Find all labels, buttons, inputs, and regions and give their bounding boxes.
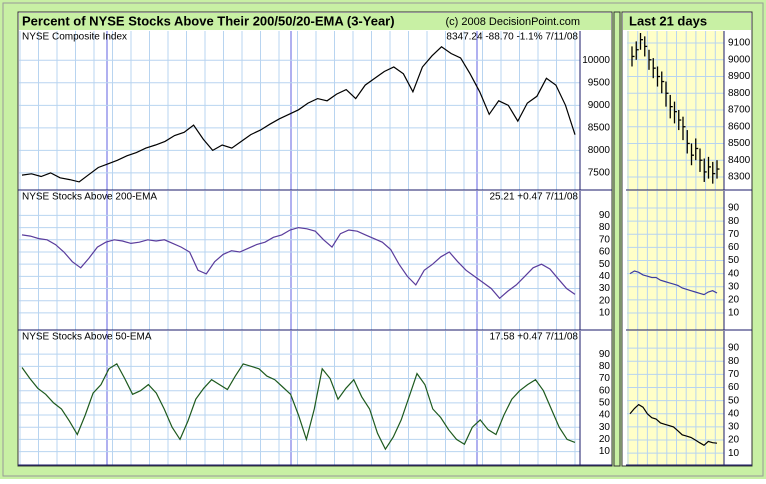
y-tick-label: 30 — [728, 422, 740, 433]
y-tick-label: 7500 — [588, 168, 611, 179]
credit: (c) 2008 DecisionPoint.com — [445, 16, 580, 28]
data-line — [629, 270, 718, 296]
y-tick-label: 10 — [599, 308, 611, 319]
y-tick-label: 40 — [728, 408, 740, 419]
y-tick-label: 9500 — [588, 77, 611, 88]
y-tick-label: 10 — [599, 446, 611, 457]
y-tick-label: 20 — [599, 434, 611, 445]
y-tick-label: 50 — [599, 398, 611, 409]
y-tick-label: 50 — [728, 395, 740, 406]
plots: 7500 8000 8500 9000 9500 10000 NYSE Composite … — [18, 31, 752, 466]
y-tick-label: 60 — [728, 242, 740, 253]
y-tick-label: 10000 — [582, 55, 610, 66]
y-tick-label: 30 — [599, 422, 611, 433]
y-tick-label: 20 — [599, 295, 611, 306]
data-line — [629, 403, 718, 447]
y-tick-label: 8500 — [728, 138, 751, 149]
title-bar — [19, 13, 611, 30]
side-title-bar — [623, 13, 751, 30]
y-tick-label: 90 — [728, 343, 740, 354]
y-tick-label: 60 — [728, 382, 740, 393]
y-tick-label: 10 — [728, 308, 740, 319]
side-plot-bg — [627, 31, 724, 465]
separator — [613, 11, 621, 467]
pane-annotation: 8347.24 -88.70 -1.1% 7/11/08 — [446, 32, 578, 43]
data-line — [21, 46, 576, 183]
y-tick-label: 70 — [599, 234, 611, 245]
pane-label: NYSE Composite Index — [22, 32, 127, 43]
data-line — [21, 363, 576, 451]
y-tick-label: 80 — [728, 356, 740, 367]
chart-title: Percent of NYSE Stocks Above Their 200/5… — [22, 13, 395, 28]
y-tick-label: 9000 — [728, 54, 751, 65]
y-tick-label: 60 — [599, 385, 611, 396]
y-tick-label: 9000 — [588, 100, 611, 111]
y-tick-label: 8300 — [728, 172, 751, 183]
y-tick-label: 8600 — [728, 121, 751, 132]
y-tick-label: 8000 — [588, 145, 611, 156]
frame — [2, 2, 764, 477]
y-tick-label: 50 — [728, 255, 740, 266]
y-tick-label: 70 — [728, 369, 740, 380]
y-tick-label: 9100 — [728, 38, 751, 49]
pane-annotation: 17.58 +0.47 7/11/08 — [489, 332, 578, 343]
y-tick-label: 60 — [599, 247, 611, 258]
y-tick-label: 70 — [599, 373, 611, 384]
y-tick-label: 30 — [728, 281, 740, 292]
y-tick-label: 8900 — [728, 71, 751, 82]
y-tick-label: 10 — [728, 448, 740, 459]
y-tick-label: 8400 — [728, 155, 751, 166]
y-tick-label: 80 — [728, 216, 740, 227]
data-line — [21, 226, 576, 300]
pane-label: NYSE Stocks Above 200-EMA — [22, 192, 157, 203]
y-tick-label: 8800 — [728, 88, 751, 99]
y-tick-label: 90 — [728, 203, 740, 214]
y-tick-label: 80 — [599, 361, 611, 372]
pane-annotation: 25.21 +0.47 7/11/08 — [489, 192, 578, 203]
y-tick-label: 90 — [599, 210, 611, 221]
pane-label: NYSE Stocks Above 50-EMA — [22, 332, 152, 343]
y-tick-label: 40 — [599, 271, 611, 282]
y-tick-label: 50 — [599, 259, 611, 270]
y-tick-label: 20 — [728, 435, 740, 446]
y-tick-label: 40 — [599, 410, 611, 421]
y-tick-label: 8500 — [588, 122, 611, 133]
y-tick-label: 90 — [599, 349, 611, 360]
y-tick-label: 20 — [728, 294, 740, 305]
y-tick-label: 8700 — [728, 105, 751, 116]
y-tick-label: 30 — [599, 283, 611, 294]
y-tick-label: 70 — [728, 229, 740, 240]
y-tick-label: 40 — [728, 268, 740, 279]
side-title: Last 21 days — [629, 13, 707, 28]
y-tick-label: 80 — [599, 222, 611, 233]
